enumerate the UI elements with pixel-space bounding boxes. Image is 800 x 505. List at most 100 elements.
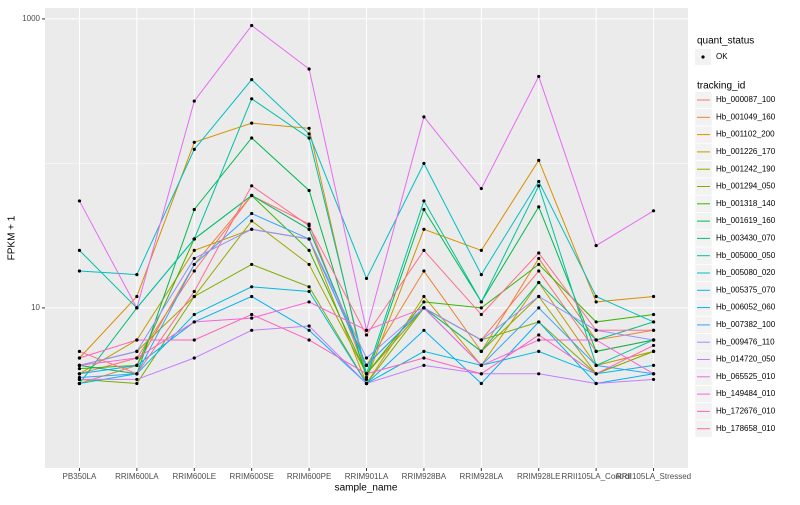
legend-label: Hb_005080_020 [716, 268, 776, 277]
legend-point [701, 55, 705, 59]
legend-label: Hb_001294_050 [716, 182, 776, 191]
data-point [422, 356, 426, 360]
data-point [537, 74, 541, 79]
data-point [192, 320, 196, 324]
data-point [77, 356, 82, 360]
data-point [192, 312, 196, 317]
data-point [192, 207, 196, 212]
data-point [594, 320, 598, 324]
data-point [307, 67, 311, 71]
data-point [135, 363, 139, 368]
x-axis-label: sample_name [335, 483, 398, 494]
data-point [651, 377, 656, 382]
data-point [479, 349, 483, 354]
data-point [77, 372, 82, 376]
data-point [479, 381, 483, 386]
data-point [307, 227, 311, 231]
data-point [651, 343, 656, 348]
data-point [537, 280, 541, 285]
data-point [422, 269, 426, 273]
data-point [77, 248, 82, 253]
data-point [77, 269, 82, 273]
data-point [422, 161, 426, 166]
data-point [250, 328, 254, 332]
data-point [422, 363, 426, 368]
legend-label: Hb_178658_010 [716, 424, 776, 433]
legend-label: Hb_007382_100 [716, 320, 776, 329]
data-point [651, 349, 656, 354]
legend-label: Hb_000087_100 [716, 95, 776, 104]
y-axis-label: FPKM + 1 [7, 215, 18, 260]
data-point [594, 300, 598, 304]
data-point [594, 381, 598, 386]
data-point [192, 99, 196, 103]
y-tick-label: 1000 [22, 14, 40, 23]
data-point [479, 372, 483, 376]
legend-label: Hb_001049_160 [716, 112, 776, 121]
legend-label: Hb_014720_050 [716, 355, 776, 364]
data-point [479, 306, 483, 310]
x-tick-label: RRIM928LE [517, 472, 561, 481]
data-point [77, 349, 82, 354]
data-point [479, 186, 483, 191]
data-point [250, 78, 254, 82]
data-point [479, 363, 483, 368]
legend-label: Hb_005375_070 [716, 285, 776, 294]
data-point [135, 377, 139, 382]
data-point [307, 328, 311, 332]
data-point [250, 262, 254, 267]
data-point [364, 356, 369, 360]
data-point [537, 262, 541, 267]
data-point [77, 199, 82, 203]
data-point [250, 219, 254, 223]
data-point [307, 237, 311, 241]
data-point [250, 121, 254, 125]
data-point [594, 338, 598, 342]
data-point [651, 363, 656, 368]
data-point [135, 381, 139, 386]
data-point [537, 251, 541, 255]
data-point [537, 306, 541, 310]
x-tick-label: PB350LA [63, 472, 97, 481]
data-point [479, 338, 483, 342]
data-point [594, 363, 598, 368]
x-tick-label: RRIM600LE [172, 472, 216, 481]
x-tick-label: RRIM600LA [115, 472, 159, 481]
data-point [594, 372, 598, 376]
data-point [77, 363, 82, 368]
data-point [422, 248, 426, 253]
data-point [364, 328, 369, 332]
data-point [135, 306, 139, 310]
data-point [537, 256, 541, 261]
data-point [307, 338, 311, 342]
data-point [307, 248, 311, 253]
data-point [422, 199, 426, 203]
legend-label: Hb_001242_190 [716, 164, 776, 173]
data-point [364, 333, 369, 337]
data-point [479, 312, 483, 317]
data-point [651, 294, 656, 299]
data-point [192, 237, 196, 241]
data-point [192, 248, 196, 253]
x-tick-label: RRII105LA_Control [561, 472, 631, 481]
legend-label: Hb_005000_050 [716, 251, 776, 260]
data-point [479, 300, 483, 304]
shape-legend-title: quant_status [697, 36, 754, 47]
x-tick-label: RRIM600PE [287, 472, 331, 481]
color-legend-title: tracking_id [697, 81, 745, 92]
data-point [537, 184, 541, 188]
data-point [364, 372, 369, 376]
data-point [422, 294, 426, 299]
data-point [250, 23, 254, 28]
data-point [250, 316, 254, 320]
data-point [192, 338, 196, 342]
data-point [307, 324, 311, 328]
data-point [537, 372, 541, 376]
data-point [651, 338, 656, 342]
data-point [537, 179, 541, 184]
legend-label: Hb_065525_010 [716, 372, 776, 381]
data-point [307, 136, 311, 140]
x-tick-label: RRIM901LA [345, 472, 389, 481]
data-point [192, 256, 196, 261]
data-point [364, 381, 369, 386]
